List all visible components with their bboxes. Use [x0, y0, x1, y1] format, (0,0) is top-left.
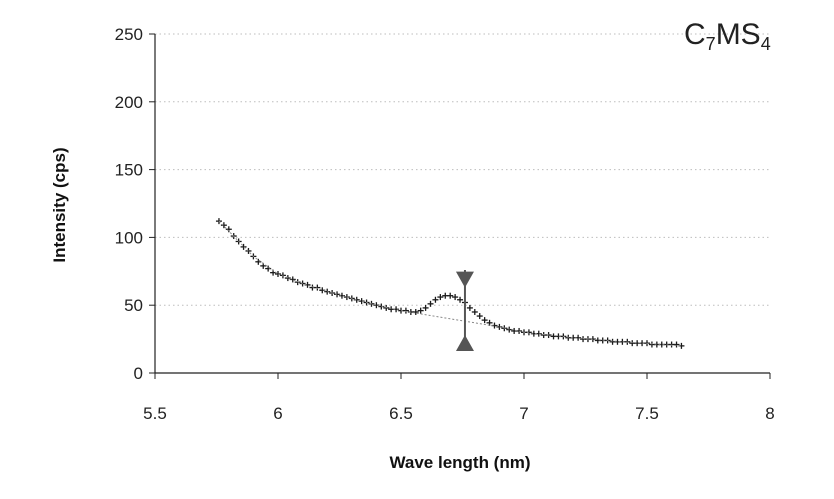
data-point: [432, 296, 439, 303]
compound-c: C: [684, 18, 706, 51]
compound-label: C7MS4: [684, 18, 771, 54]
compound-sub-7: 7: [706, 34, 716, 54]
data-point: [402, 307, 409, 314]
x-tick-label-8: 8: [765, 404, 774, 423]
fit-line: [218, 220, 682, 347]
data-point: [452, 294, 459, 301]
x-tick-label-7: 7: [519, 404, 528, 423]
data-point: [314, 284, 321, 291]
x-tick-label-5.5: 5.5: [143, 404, 167, 423]
data-point: [422, 304, 429, 311]
axes: [149, 33, 771, 379]
data-point: [358, 298, 365, 305]
data-point: [240, 243, 247, 250]
y-tick-label-250: 250: [115, 25, 143, 44]
data-point: [338, 292, 345, 299]
compound-ms: MS: [716, 18, 761, 51]
peak-marker-triangle-up: [455, 335, 474, 352]
data-point: [447, 292, 454, 299]
data-point: [525, 329, 532, 336]
y-tick-label-200: 200: [115, 93, 143, 112]
data-point: [457, 296, 464, 303]
data-point: [275, 271, 281, 278]
y-tick-label-50: 50: [124, 296, 143, 315]
data-point: [412, 308, 419, 315]
y-axis-title: Intensity (cps): [50, 147, 69, 262]
compound-sub-4: 4: [761, 34, 771, 54]
data-point: [506, 326, 513, 333]
data-point: [220, 222, 227, 229]
data-point: [294, 279, 301, 286]
data-point: [324, 288, 331, 295]
data-point: [427, 300, 434, 307]
y-tick-label-100: 100: [115, 228, 143, 247]
tick-labels: 0 50 100 150 200 250 5.5 6 6.5 7 7.5 8: [115, 25, 775, 423]
x-tick-label-7.5: 7.5: [635, 404, 659, 423]
data-point: [417, 307, 424, 314]
x-axis-title: Wave length (nm): [389, 453, 530, 472]
data-point: [673, 341, 680, 348]
data-point: [215, 218, 222, 225]
data-point: [471, 308, 478, 315]
gridlines: [155, 33, 770, 306]
y-tick-label-0: 0: [134, 364, 143, 383]
data-point: [353, 296, 360, 303]
peak-markers: [455, 269, 474, 352]
peak-marker-triangle-down: [455, 271, 474, 288]
data-point: [466, 304, 473, 311]
data-point: [481, 317, 488, 324]
data-series: [215, 218, 685, 349]
data-point: [437, 294, 444, 301]
data-point: [225, 226, 232, 233]
data-point: [265, 265, 272, 272]
x-tick-label-6: 6: [273, 404, 282, 423]
data-point: [255, 258, 262, 265]
y-tick-label-150: 150: [115, 161, 143, 180]
x-tick-label-6.5: 6.5: [389, 404, 413, 423]
data-point: [383, 304, 390, 311]
data-point: [476, 313, 483, 320]
data-point: [334, 291, 341, 298]
